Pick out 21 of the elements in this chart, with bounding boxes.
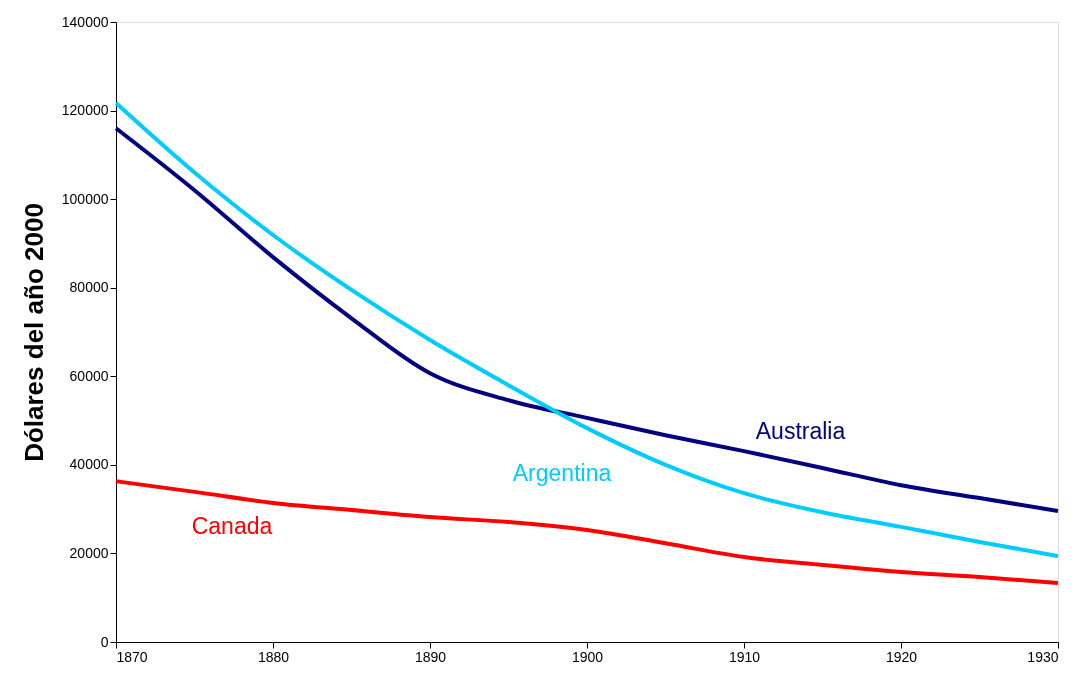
y-tick-label: 120000 <box>61 102 109 119</box>
y-tick-label: 40000 <box>69 456 109 473</box>
y-axis-title: Dólares del año 2000 <box>18 203 49 462</box>
y-tick-label: 60000 <box>69 367 109 384</box>
x-tick-label: 1910 <box>728 648 761 665</box>
x-tick-label: 1880 <box>257 648 290 665</box>
series-label: Argentina <box>512 460 612 487</box>
x-tick-label: 1870 <box>116 648 148 665</box>
y-tick-label: 0 <box>100 633 109 650</box>
line-series <box>114 101 1060 559</box>
y-tick-label: 100000 <box>61 190 109 207</box>
series-label: Canada <box>191 512 273 539</box>
x-tick-label: 1920 <box>885 648 918 665</box>
x-tick-label: 1930 <box>1027 648 1059 665</box>
x-tick-label: 1900 <box>571 648 604 665</box>
series-label: Australia <box>755 417 846 444</box>
y-tick-label: 140000 <box>61 13 109 30</box>
y-tick-label: 20000 <box>69 544 109 561</box>
x-tick-label: 1890 <box>414 648 447 665</box>
y-tick-label: 80000 <box>69 279 109 296</box>
line-series <box>114 126 1060 513</box>
